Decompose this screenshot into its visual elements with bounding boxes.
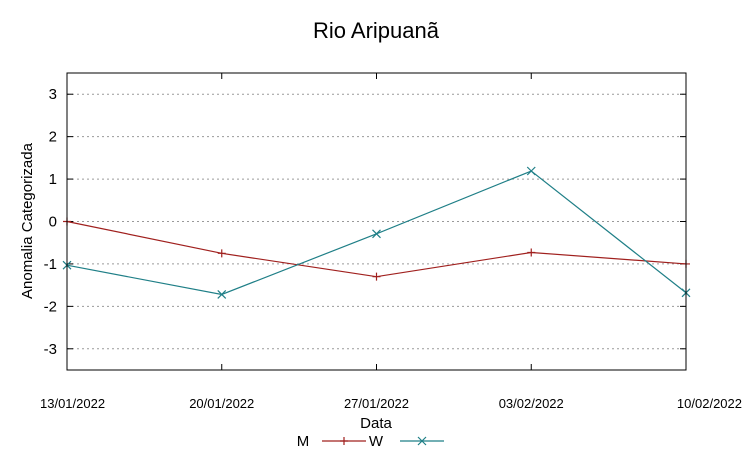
- data-point-W: [372, 229, 381, 239]
- series-line-M: [66, 220, 687, 278]
- y-tick-label: 0: [49, 214, 57, 231]
- y-tick-label: 2: [49, 129, 57, 146]
- data-point-M: [372, 272, 381, 281]
- x-tick-label: 13/01/2022: [40, 396, 105, 411]
- x-tick-label: 10/02/2022: [677, 396, 742, 411]
- legend-label-W: W: [369, 433, 384, 450]
- x-axis-ticks: 13/01/2022 20/01/2022 27/01/2022 03/02/2022…: [40, 73, 742, 411]
- x-tick-label: 27/01/2022: [344, 396, 409, 411]
- legend-label-M: M: [297, 433, 310, 450]
- y-tick-label: 1: [49, 171, 57, 188]
- y-axis-label: Anomalia Categorizada: [19, 142, 36, 299]
- chart-title: Rio Aripuanã: [313, 18, 440, 43]
- series-layer: [62, 166, 691, 299]
- y-tick-label: 3: [49, 86, 57, 103]
- legend-marker-W: [417, 436, 427, 446]
- y-tick-label: -3: [44, 341, 57, 358]
- data-point-M: [527, 248, 536, 257]
- data-point-M: [217, 249, 226, 258]
- y-tick-label: -1: [44, 256, 57, 273]
- data-point-W: [217, 290, 227, 299]
- data-point-W: [526, 166, 536, 176]
- x-tick-label: 03/02/2022: [499, 396, 564, 411]
- grid-lines: [67, 93, 686, 350]
- x-tick-label: 20/01/2022: [189, 396, 254, 411]
- legend-marker-M: [340, 437, 348, 445]
- y-axis-ticks: 3 2 1 0 -1 -2 -3: [44, 86, 686, 358]
- x-axis-label: Data: [360, 415, 392, 432]
- plot-frame: [66, 72, 687, 371]
- y-tick-label: -2: [44, 298, 57, 315]
